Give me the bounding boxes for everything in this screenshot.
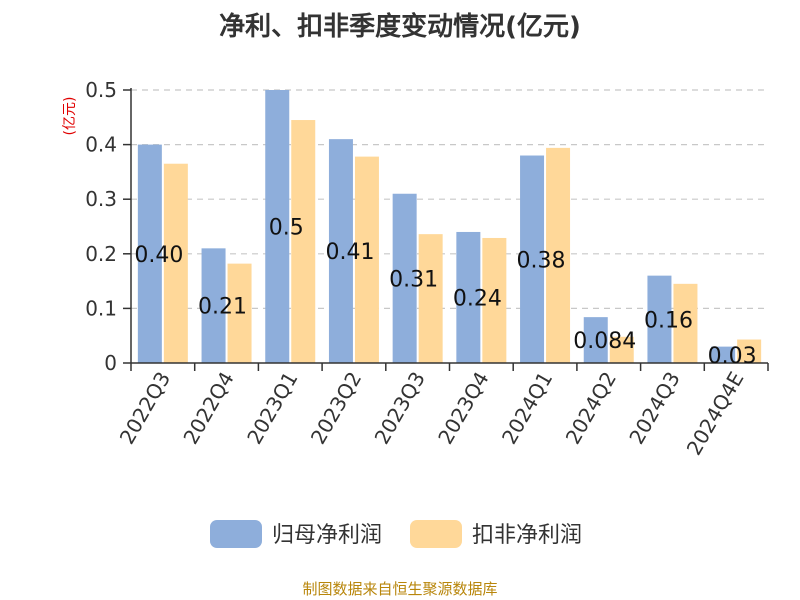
data-label: 0.38 (517, 248, 566, 273)
data-label: 0.084 (573, 329, 636, 354)
y-tick-label: 0.4 (85, 133, 117, 157)
y-tick-label: 0.2 (85, 242, 117, 266)
y-tick-label: 0.1 (85, 296, 117, 320)
bar-net-profit (520, 155, 545, 363)
x-category-label: 2023Q1 (242, 368, 302, 449)
x-category-label: 2022Q3 (115, 368, 175, 449)
bar-net-profit (265, 90, 290, 363)
legend-swatch-net-profit (210, 520, 262, 548)
x-category-label: 2024Q2 (561, 368, 621, 449)
y-unit-label: (亿元) (62, 97, 78, 136)
x-category-label: 2023Q2 (306, 368, 366, 449)
data-label: 0.21 (198, 295, 247, 320)
bar-deducted-net-profit (418, 234, 443, 363)
data-label: 0.24 (453, 286, 502, 311)
data-label: 0.5 (269, 216, 304, 241)
bar-deducted-net-profit (354, 156, 379, 363)
legend-label-deducted-net-profit: 扣非净利润 (472, 523, 582, 548)
data-label: 0.41 (325, 240, 374, 265)
y-tick-label: 0 (104, 351, 117, 375)
x-category-label: 2023Q4 (433, 368, 493, 449)
bar-deducted-net-profit (673, 283, 698, 363)
bar-deducted-net-profit (482, 237, 507, 363)
chart-title: 净利、扣非季度变动情况(亿元) (219, 12, 581, 42)
bar-net-profit (137, 144, 162, 363)
data-label: 0.31 (389, 267, 438, 292)
bar-deducted-net-profit (546, 147, 571, 363)
bar-net-profit (647, 275, 672, 363)
legend-label-net-profit: 归母净利润 (272, 523, 382, 548)
data-label: 0.40 (134, 243, 183, 268)
bar-deducted-net-profit (163, 163, 188, 363)
data-label: 0.16 (644, 308, 693, 333)
y-tick-label: 0.3 (85, 187, 117, 211)
x-category-label: 2024Q4E (682, 368, 749, 460)
bar-net-profit (456, 231, 481, 363)
bar-deducted-net-profit (737, 339, 762, 363)
bar-deducted-net-profit (227, 263, 252, 363)
x-category-label: 2024Q3 (624, 368, 684, 449)
legend-swatch-deducted-net-profit (410, 520, 462, 548)
bar-net-profit (711, 346, 736, 363)
source-note: 制图数据来自恒生聚源数据库 (302, 580, 498, 598)
bar-deducted-net-profit (291, 120, 316, 363)
bar-net-profit (201, 248, 226, 363)
bar-net-profit (328, 139, 353, 363)
bar-net-profit (583, 317, 608, 363)
x-category-label: 2023Q3 (370, 368, 430, 449)
y-tick-label: 0.5 (85, 78, 117, 102)
data-label: 0.03 (708, 344, 757, 369)
x-category-label: 2024Q1 (497, 368, 557, 449)
bar-net-profit (392, 193, 417, 363)
bar-deducted-net-profit (609, 336, 634, 363)
x-category-label: 2022Q4 (178, 368, 238, 449)
